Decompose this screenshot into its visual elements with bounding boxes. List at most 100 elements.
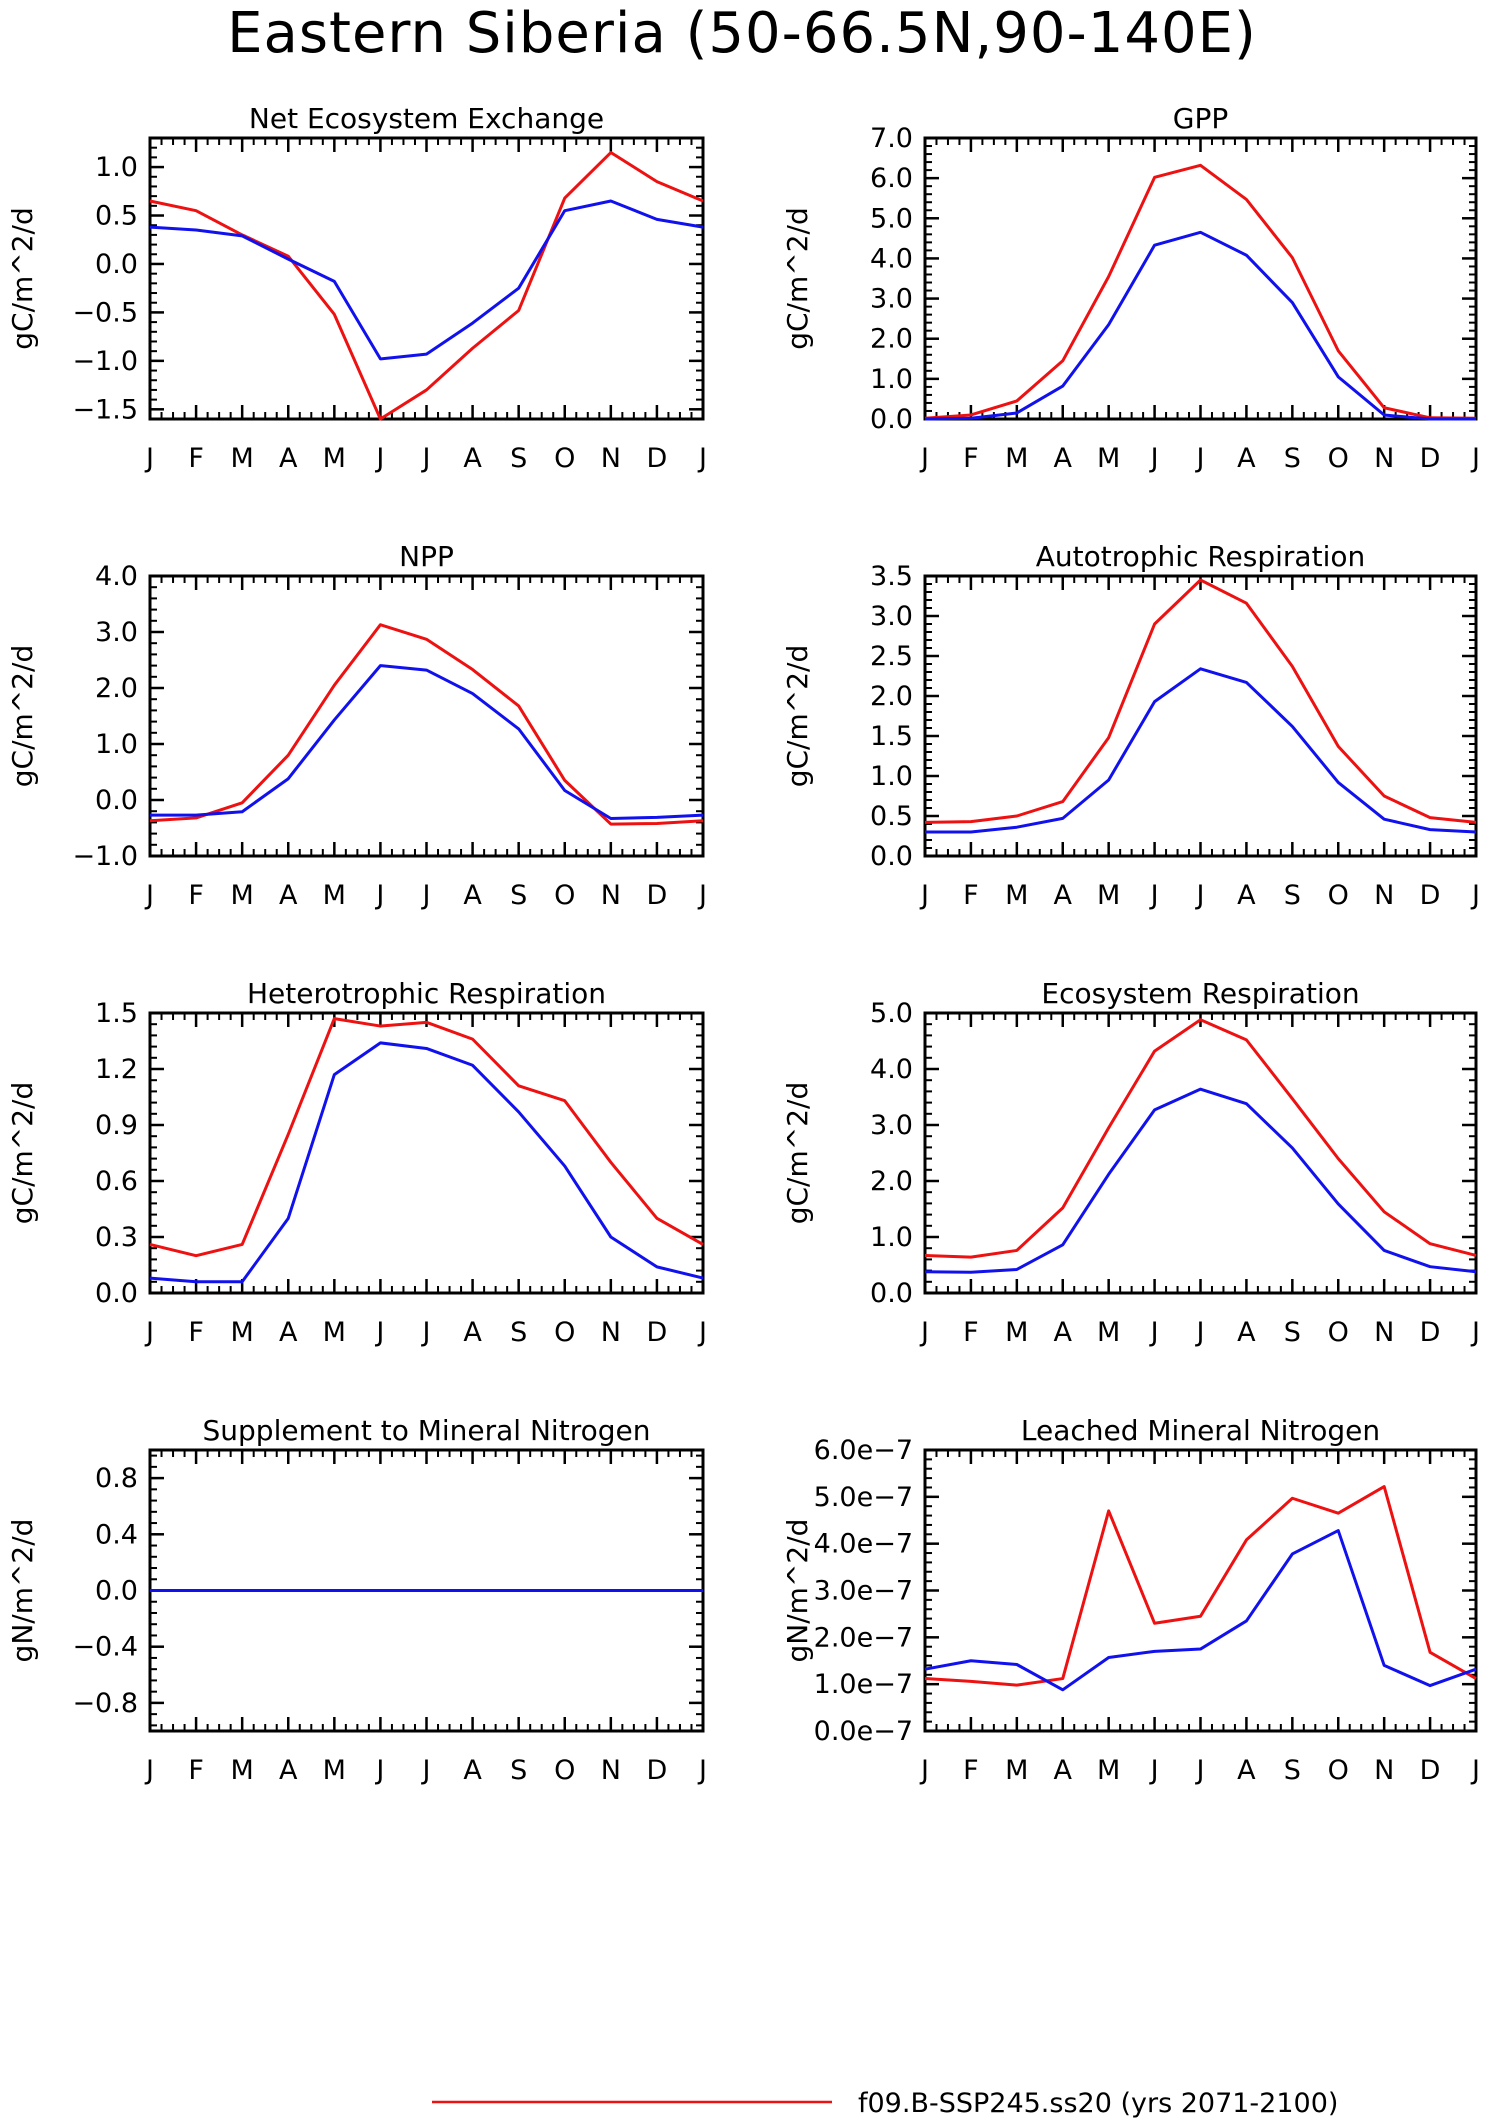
x-tick-label: S bbox=[510, 1317, 527, 1348]
series-line-red bbox=[149, 1017, 704, 1258]
panel-title: Autotrophic Respiration bbox=[1036, 540, 1365, 573]
panel-7: Leached Mineral Nitrogen gN/m^2/d 6.0e−7 5.… bbox=[781, 1414, 1480, 1786]
y-tick-label: 4.0 bbox=[870, 243, 913, 274]
x-tick-label: O bbox=[1328, 1755, 1349, 1786]
y-tick-label: 0.0 bbox=[870, 404, 913, 435]
x-tick-label: M bbox=[1005, 443, 1028, 474]
x-tick-label: A bbox=[1237, 880, 1256, 911]
y-tick-label: 6.0e−7 bbox=[814, 1435, 913, 1466]
x-tick-label: N bbox=[1374, 880, 1394, 911]
x-tick-label: O bbox=[554, 1755, 575, 1786]
series-line-blue bbox=[924, 1529, 1477, 1692]
y-tick-label: 3.0 bbox=[870, 1110, 913, 1141]
x-tick-label: J bbox=[697, 1755, 707, 1786]
x-tick-label: J bbox=[1195, 443, 1205, 474]
x-tick-label: J bbox=[144, 880, 154, 911]
x-tick-label: J bbox=[374, 880, 384, 911]
y-tick-label: 7.0 bbox=[870, 123, 913, 154]
x-tick-label: J bbox=[1470, 1755, 1480, 1786]
series-line-blue bbox=[149, 1041, 704, 1284]
x-tick-label: M bbox=[231, 1755, 254, 1786]
series-line-red bbox=[924, 1485, 1477, 1687]
x-tick-label: M bbox=[1005, 1755, 1028, 1786]
y-tick-label: −0.4 bbox=[72, 1632, 138, 1663]
y-tick-label: 0.0 bbox=[95, 249, 138, 280]
x-tick-label: J bbox=[1195, 1755, 1205, 1786]
x-tick-label: D bbox=[647, 443, 668, 474]
x-tick-label: M bbox=[323, 880, 346, 911]
x-tick-label: M bbox=[323, 1755, 346, 1786]
x-tick-label: A bbox=[1054, 443, 1073, 474]
panel-title: Net Ecosystem Exchange bbox=[249, 102, 604, 135]
plot-frame bbox=[148, 1011, 705, 1295]
x-tick-label: A bbox=[463, 1317, 482, 1348]
x-tick-label: F bbox=[963, 880, 979, 911]
x-tick-label: J bbox=[1149, 1755, 1159, 1786]
x-tick-label: N bbox=[1374, 1317, 1394, 1348]
y-tick-label: 5.0 bbox=[870, 203, 913, 234]
panels: Net Ecosystem Exchange gC/m^2/d 1.0 0.5 0.0 −… bbox=[6, 102, 1480, 1786]
x-tick-label: D bbox=[1420, 1755, 1441, 1786]
x-tick-label: N bbox=[1374, 1755, 1394, 1786]
x-tick-label: D bbox=[1420, 880, 1441, 911]
x-tick-label: J bbox=[1470, 443, 1480, 474]
y-axis-label: gC/m^2/d bbox=[781, 645, 814, 788]
panel-title: Supplement to Mineral Nitrogen bbox=[203, 1414, 651, 1447]
y-tick-label: 6.0 bbox=[870, 163, 913, 194]
x-tick-label: J bbox=[697, 443, 707, 474]
y-axis-label: gN/m^2/d bbox=[781, 1519, 814, 1663]
x-tick-label: N bbox=[601, 880, 621, 911]
y-axis-label: gC/m^2/d bbox=[781, 207, 814, 350]
x-tick-label: J bbox=[919, 880, 929, 911]
x-tick-label: S bbox=[510, 443, 527, 474]
plot-frame bbox=[148, 574, 705, 858]
x-tick-label: M bbox=[1097, 880, 1120, 911]
y-tick-label: 5.0 bbox=[870, 998, 913, 1029]
y-tick-label: 1.0 bbox=[870, 1222, 913, 1253]
y-tick-label: −1.5 bbox=[72, 394, 138, 425]
y-tick-label: 1.0e−7 bbox=[814, 1669, 913, 1700]
y-tick-label: 2.0 bbox=[870, 324, 913, 355]
y-axis-label: gN/m^2/d bbox=[6, 1519, 39, 1663]
x-tick-label: M bbox=[323, 443, 346, 474]
y-tick-label: 0.4 bbox=[95, 1519, 138, 1550]
series-line-red bbox=[149, 151, 704, 421]
x-tick-label: N bbox=[601, 1755, 621, 1786]
series-line-blue bbox=[149, 199, 704, 361]
y-tick-label: 0.0 bbox=[95, 1278, 138, 1309]
y-tick-label: 0.0e−7 bbox=[814, 1716, 913, 1747]
panel-title: Ecosystem Respiration bbox=[1041, 977, 1359, 1010]
x-tick-label: J bbox=[144, 1755, 154, 1786]
x-tick-label: J bbox=[144, 1317, 154, 1348]
y-tick-label: 0.6 bbox=[95, 1166, 138, 1197]
x-tick-label: N bbox=[1374, 443, 1394, 474]
figure-title: Eastern Siberia (50-66.5N,90-140E) bbox=[227, 1, 1257, 66]
x-tick-label: D bbox=[1420, 1317, 1441, 1348]
panel-title: NPP bbox=[399, 540, 454, 573]
x-tick-label: A bbox=[463, 443, 482, 474]
y-axis-label: gC/m^2/d bbox=[6, 1082, 39, 1225]
x-tick-label: A bbox=[1237, 1317, 1256, 1348]
x-tick-label: S bbox=[510, 880, 527, 911]
x-tick-label: J bbox=[697, 1317, 707, 1348]
x-tick-label: M bbox=[1005, 1317, 1028, 1348]
y-tick-label: 2.0 bbox=[95, 673, 138, 704]
y-tick-label: 0.9 bbox=[95, 1110, 138, 1141]
x-tick-label: J bbox=[1149, 443, 1159, 474]
x-tick-label: F bbox=[188, 1755, 204, 1786]
x-tick-label: N bbox=[601, 443, 621, 474]
x-tick-label: D bbox=[647, 1317, 668, 1348]
panel-0: Net Ecosystem Exchange gC/m^2/d 1.0 0.5 0.0 −… bbox=[6, 102, 707, 474]
y-tick-label: −0.8 bbox=[72, 1688, 138, 1719]
x-tick-label: M bbox=[1097, 443, 1120, 474]
x-tick-label: M bbox=[1097, 1317, 1120, 1348]
x-tick-label: A bbox=[1054, 1755, 1073, 1786]
x-tick-label: F bbox=[963, 1317, 979, 1348]
series-line-red bbox=[924, 578, 1477, 824]
plot-frame bbox=[148, 136, 705, 421]
y-tick-label: 1.5 bbox=[95, 998, 138, 1029]
x-tick-label: A bbox=[463, 1755, 482, 1786]
x-tick-label: S bbox=[1284, 1317, 1301, 1348]
series-line-blue bbox=[150, 664, 704, 820]
